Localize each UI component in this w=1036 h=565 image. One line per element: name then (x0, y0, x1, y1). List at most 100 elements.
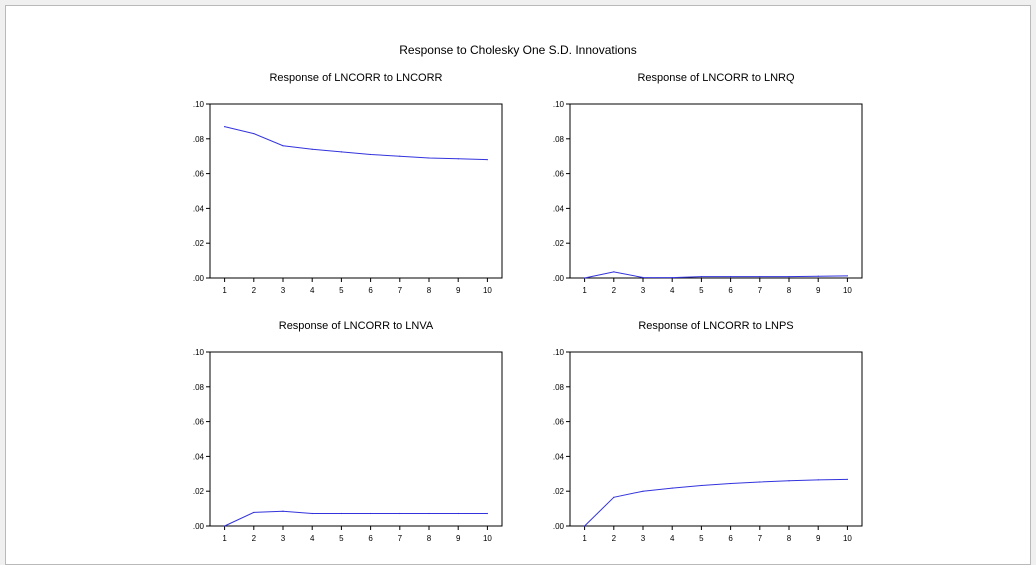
panel-3: Response of LNCORR to LNVA .10 .08 .06 .04 .0… (193, 320, 503, 543)
data-point (282, 510, 284, 512)
x-tick-label: 3 (281, 534, 286, 543)
data-point (370, 512, 372, 515)
x-tick-label: 7 (398, 534, 403, 543)
y-tick-label: .10 (553, 100, 565, 109)
x-tick-label: 10 (843, 286, 852, 295)
y-tick-label: .00 (553, 522, 565, 531)
data-point (253, 132, 255, 135)
response-line (224, 126, 488, 161)
y-tick-label: .08 (553, 135, 565, 144)
y-tick-label: .10 (193, 100, 205, 109)
panel-1: Response of LNCORR to LNCORR .10 .08 .06 .04… (193, 72, 503, 295)
main-title: Response to Cholesky One S.D. Innovation… (399, 43, 637, 57)
data-point (642, 490, 644, 492)
data-point (486, 159, 488, 161)
y-tick-label: .08 (553, 383, 565, 392)
data-point (613, 271, 615, 273)
x-tick-label: 5 (339, 286, 344, 295)
panel-title: Response of LNCORR to LNCORR (269, 72, 442, 84)
x-tick-label: 9 (816, 286, 821, 295)
x-tick-label: 5 (699, 534, 704, 543)
chart-frame (5, 5, 1031, 565)
x-tick-label: 5 (699, 286, 704, 295)
data-point (224, 126, 226, 128)
y-tick-label: .10 (193, 348, 205, 357)
x-tick-label: 8 (787, 286, 792, 295)
x-tick-label: 7 (398, 286, 403, 295)
data-point (399, 512, 401, 515)
data-point (584, 277, 586, 279)
plot-frame (209, 103, 503, 279)
x-tick-label: 2 (252, 286, 257, 295)
plot-frame (569, 351, 863, 527)
y-tick-label: .00 (193, 522, 205, 531)
x-tick-label: 4 (670, 534, 675, 543)
x-tick-label: 3 (641, 286, 646, 295)
data-point (730, 276, 732, 278)
y-tick-label: .02 (553, 487, 565, 496)
y-tick-label: .06 (193, 170, 205, 179)
x-tick-label: 2 (252, 534, 257, 543)
x-tick-label: 10 (483, 286, 492, 295)
x-tick-label: 9 (456, 286, 461, 295)
data-point (700, 276, 703, 278)
data-point (730, 482, 732, 485)
x-tick-label: 1 (582, 534, 587, 543)
data-point (311, 148, 313, 150)
x-tick-label: 10 (843, 534, 852, 543)
x-tick-label: 6 (368, 534, 373, 543)
plot-frame (569, 103, 863, 279)
y-tick-label: .04 (193, 452, 205, 461)
data-point (788, 276, 790, 278)
data-point (817, 275, 819, 277)
x-tick-label: 7 (758, 534, 763, 543)
y-tick-label: .02 (553, 239, 565, 248)
data-point (399, 155, 401, 157)
y-tick-label: .00 (193, 274, 205, 283)
response-line (584, 478, 848, 527)
data-point (253, 511, 255, 514)
y-tick-label: .02 (193, 487, 205, 496)
data-point (340, 151, 342, 153)
y-tick-label: .04 (553, 204, 565, 213)
x-tick-label: 4 (310, 534, 315, 543)
x-tick-label: 4 (670, 286, 675, 295)
data-point (584, 525, 586, 527)
panel-title: Response of LNCORR to LNPS (638, 320, 793, 332)
plot-frame (209, 351, 503, 527)
data-point (700, 484, 703, 487)
data-point (311, 512, 313, 515)
x-tick-label: 8 (427, 286, 432, 295)
data-point (759, 481, 761, 483)
data-point (642, 276, 644, 279)
x-tick-label: 10 (483, 534, 492, 543)
data-point (613, 496, 615, 498)
data-point (224, 525, 226, 527)
data-point (817, 479, 819, 481)
panel-2: Response of LNCORR to LNRQ .10 .08 .06 .04 .0… (553, 72, 863, 295)
x-tick-label: 7 (758, 286, 763, 295)
x-tick-label: 6 (728, 534, 733, 543)
data-point (486, 512, 488, 515)
response-line (584, 271, 848, 279)
data-point (340, 512, 342, 515)
x-tick-label: 9 (816, 534, 821, 543)
x-tick-label: 4 (310, 286, 315, 295)
data-point (428, 512, 430, 515)
x-tick-label: 6 (728, 286, 733, 295)
y-tick-label: .00 (553, 274, 565, 283)
y-tick-label: .02 (193, 239, 205, 248)
data-point (671, 277, 673, 279)
x-tick-label: 1 (222, 534, 227, 543)
panel-title: Response of LNCORR to LNRQ (637, 72, 795, 84)
data-point (846, 478, 849, 480)
y-tick-label: .06 (553, 170, 565, 179)
x-tick-label: 2 (612, 534, 617, 543)
y-tick-label: .06 (553, 418, 565, 427)
x-tick-label: 1 (582, 286, 587, 295)
data-point (428, 157, 430, 159)
data-point (759, 276, 761, 278)
data-point (457, 512, 459, 515)
x-tick-label: 1 (222, 286, 227, 295)
x-tick-label: 5 (339, 534, 344, 543)
